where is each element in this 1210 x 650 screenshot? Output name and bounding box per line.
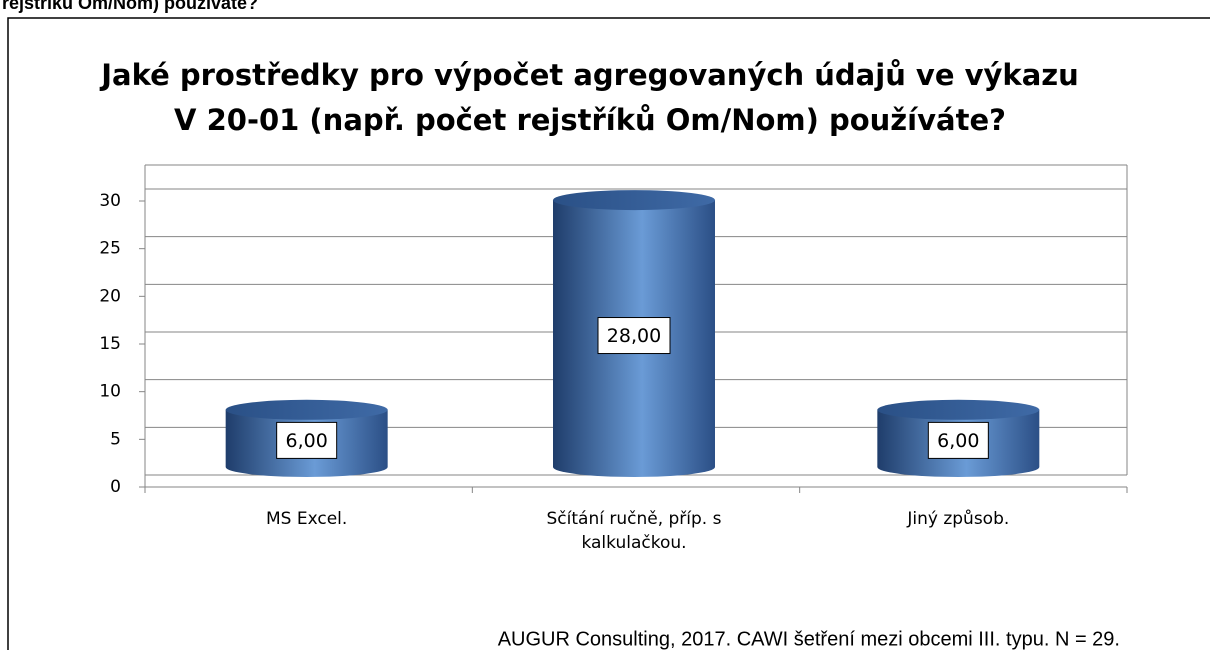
x-tick-label: Jiný způsob. [907, 509, 1010, 529]
value-label-box [927, 421, 989, 459]
source-note: AUGUR Consulting, 2017. CAWI šetření mez… [498, 628, 1120, 650]
chart-title: V 20-01 (např. počet rejstříků Om/Nom) p… [174, 103, 1006, 137]
x-tick-label: MS Excel. [266, 509, 348, 529]
value-label-box [597, 317, 671, 355]
y-tick-label: 0 [110, 477, 121, 497]
bar-top [877, 399, 1040, 420]
y-tick-label: 15 [99, 334, 121, 354]
bar-top [553, 190, 715, 211]
x-tick-label: Sčítání ručně, příp. s kalkulačkou. [546, 509, 722, 553]
y-tick-label: 5 [110, 429, 121, 449]
chart-title: Jaké prostředky pro výpočet agregovaných… [99, 58, 1079, 92]
value-label: 6,00 [937, 430, 979, 452]
chart-border [7, 17, 1210, 650]
bar-top [225, 399, 388, 420]
value-label: 6,00 [286, 430, 328, 452]
value-label: 28,00 [607, 325, 661, 347]
y-tick-label: 10 [99, 382, 121, 402]
y-tick-label: 20 [99, 286, 121, 306]
page-header: rejstříků Om/Nom) používáte? [2, 0, 258, 13]
value-label-box [276, 421, 338, 459]
y-tick-label: 30 [99, 191, 121, 211]
y-tick-label: 25 [99, 239, 121, 259]
